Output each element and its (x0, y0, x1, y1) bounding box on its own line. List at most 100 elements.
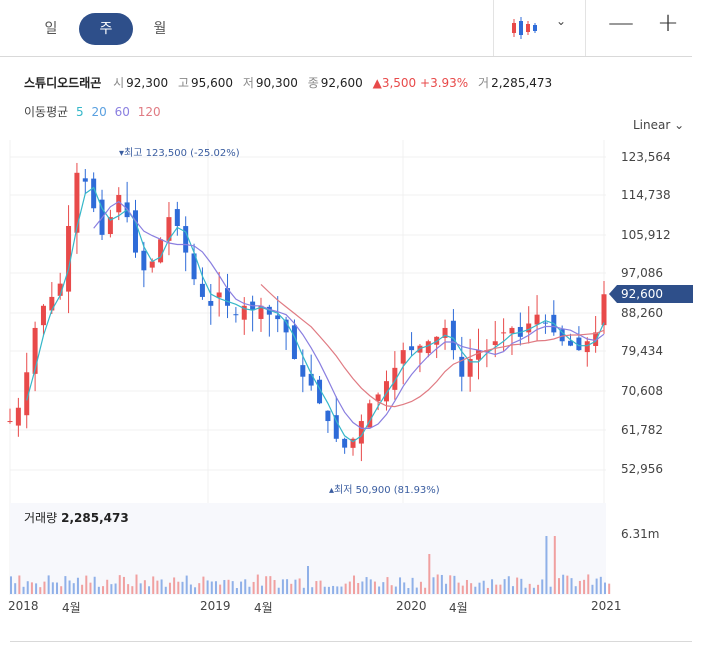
volume-bar (419, 581, 422, 594)
volume-panel-label: 거래량 (24, 511, 58, 525)
candle-body (107, 217, 113, 235)
open-label: 시 (113, 76, 125, 90)
volume-bar (336, 586, 339, 594)
volume-bar (269, 576, 272, 594)
volume-bar (110, 584, 113, 594)
volume-bar (85, 575, 88, 594)
volume-bar (507, 576, 510, 594)
volume-bar (524, 587, 527, 594)
candle-body (149, 261, 155, 268)
candle-body (57, 283, 63, 296)
volume-bar (26, 581, 29, 594)
open-value: 92,300 (126, 76, 169, 90)
volume-bar (503, 579, 506, 594)
candle-body (233, 314, 239, 316)
stock-summary: 스튜디오드래곤 시 92,300 고 95,600 저 90,300 종 92,600 … (24, 74, 558, 91)
tab-week[interactable]: 주 (79, 13, 133, 45)
volume-bar (148, 586, 151, 594)
volume-bar (30, 582, 33, 594)
volume-bar (357, 582, 360, 594)
volume-bar (223, 580, 226, 594)
volume-bar (244, 579, 247, 594)
volume-bar (106, 579, 109, 594)
tab-day[interactable]: 일 (44, 21, 58, 37)
volume-bar (114, 583, 117, 594)
volume-bar (194, 587, 197, 594)
volume-bar (281, 579, 284, 594)
volume-bar (198, 583, 201, 594)
zoom-out-button[interactable]: — (608, 8, 634, 38)
volume-bar (591, 584, 594, 594)
volume-bar (516, 577, 519, 594)
high-annotation: ▾최고 123,500 (-25.02%) (119, 148, 240, 159)
volume-bar (256, 574, 259, 594)
volume-bar (227, 579, 230, 594)
volume-bar (185, 575, 188, 594)
ma-5[interactable]: 5 (76, 105, 84, 119)
volume-bar (181, 581, 184, 594)
volume-bar (47, 575, 50, 594)
y-tick: 52,956 (621, 462, 663, 476)
volume-label: 거 (478, 76, 490, 90)
volume-bar (557, 578, 560, 594)
ma-60[interactable]: 60 (114, 105, 130, 119)
candle-body (208, 300, 214, 306)
y-tick: 70,608 (621, 384, 663, 398)
candle-body (584, 341, 590, 353)
candle-body (191, 253, 197, 280)
x-tick: 2020 (396, 599, 427, 613)
chevron-down-icon[interactable]: ⌄ (556, 14, 567, 28)
volume-bar (549, 586, 552, 594)
candle-body (342, 438, 348, 448)
candle-body (291, 325, 297, 359)
volume-bar (578, 580, 581, 594)
candle-body (367, 403, 373, 428)
ma-120[interactable]: 120 (137, 105, 161, 119)
candle-body (141, 250, 147, 271)
volume-bar (93, 576, 96, 594)
candle-body (476, 350, 482, 360)
ma-20[interactable]: 20 (91, 105, 107, 119)
volume-bar (22, 586, 25, 594)
volume-bar (545, 536, 548, 594)
candle-body (350, 438, 356, 448)
volume-bar (574, 586, 577, 594)
volume-bar (315, 581, 318, 594)
volume-bar (373, 581, 376, 594)
volume-bar (152, 576, 155, 594)
volume-bar (327, 586, 330, 594)
volume-bar (537, 584, 540, 594)
divider (10, 641, 692, 642)
x-tick: 2019 (200, 599, 231, 613)
candle-body (317, 379, 323, 404)
candle-body (400, 350, 406, 364)
candle-body (183, 226, 189, 253)
candle-body (383, 381, 389, 402)
volume-bar (68, 580, 71, 594)
volume-bar (139, 583, 142, 594)
high-label: 고 (177, 76, 190, 90)
volume-bar (369, 579, 372, 594)
moving-average-legend: 이동평균 5 20 60 120 (24, 103, 165, 120)
volume-bar (570, 578, 573, 594)
volume-axis-tick: 6.31m (621, 527, 660, 541)
candle-body (258, 305, 264, 319)
candle-body (409, 346, 415, 351)
zoom-in-button[interactable]: + (657, 8, 679, 38)
candle-body (492, 341, 498, 346)
tab-month[interactable]: 월 (153, 21, 167, 37)
scale-dropdown[interactable]: Linear ⌄ (633, 118, 685, 132)
candle-body (375, 394, 381, 402)
close-value: 92,600 (320, 76, 363, 90)
volume-bar (478, 582, 481, 594)
volume-bar (311, 587, 314, 594)
y-tick: 123,564 (621, 150, 671, 164)
volume-bar (72, 583, 75, 594)
volume-bar (403, 582, 406, 594)
high-value: 95,600 (191, 76, 234, 90)
candle-body (7, 421, 13, 423)
volume-bar (294, 579, 297, 594)
volume-bar (599, 576, 602, 594)
candlestick-icon[interactable] (510, 15, 540, 41)
